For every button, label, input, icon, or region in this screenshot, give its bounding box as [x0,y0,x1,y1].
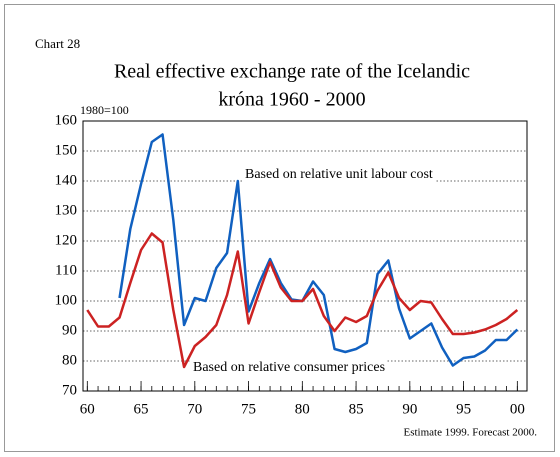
plot-area [82,120,528,392]
label-background [191,360,388,376]
x-tick-label: 60 [80,401,95,417]
chart-title: Real effective exchange rate of the Icel… [114,61,470,83]
y-tick-label: 150 [55,142,78,158]
footnote: Estimate 1999. Forecast 2000. [403,427,537,439]
x-tick-label: 90 [402,401,417,417]
series-line [86,232,519,369]
y-tick-label: 140 [55,172,78,188]
y-tick-label: 70 [62,382,77,398]
frame [4,4,555,452]
chart-label: Chart 28 [35,36,80,51]
x-tick-label: 95 [456,401,471,417]
y-tick-label: 110 [55,262,77,278]
chart-title: króna 1960 - 2000 [218,89,365,111]
x-tick-label: 70 [187,401,202,417]
series-label: Based on relative consumer prices [193,360,385,375]
y-tick-label: 160 [55,112,78,128]
y-tick-label: 100 [55,292,78,308]
y-tick-label: 80 [62,352,77,368]
series-label: Based on relative unit labour cost [245,167,433,182]
y-tick-label: 130 [55,202,78,218]
series-line [118,133,519,367]
y-tick-label: 90 [62,322,77,338]
x-tick-label: 65 [134,401,149,417]
x-tick-label: 75 [241,401,256,417]
x-tick-label: 80 [295,401,310,417]
label-background [243,167,435,183]
y-tick-label: 120 [55,232,78,248]
y-axis-label: 1980=100 [80,103,129,117]
x-tick-label: 00 [510,401,525,417]
x-tick-label: 85 [349,401,364,417]
